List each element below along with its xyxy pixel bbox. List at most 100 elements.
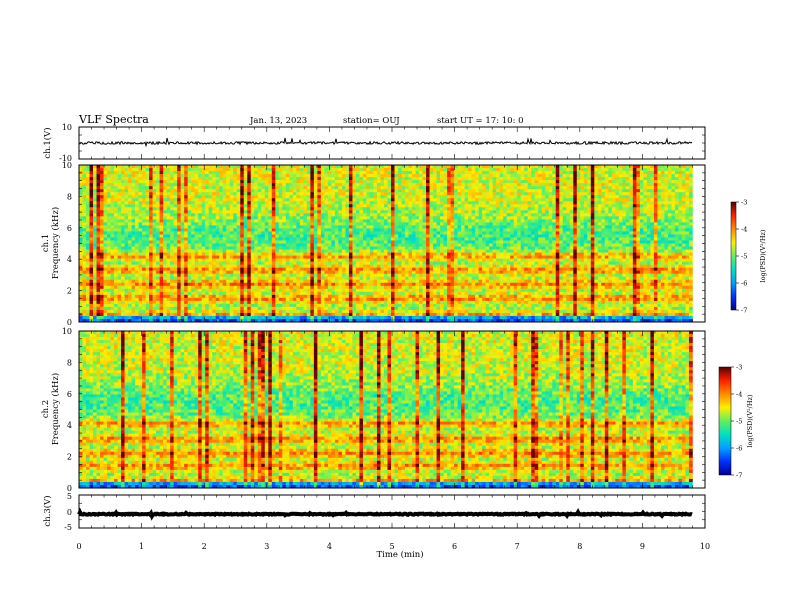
spectrogram-cell (359, 306, 364, 311)
spectrogram-cell (359, 198, 364, 202)
spectrogram-cell (156, 252, 160, 256)
spectrogram-cell (268, 225, 273, 229)
spectrogram-cell (341, 177, 346, 181)
spectrogram-cell (103, 273, 108, 278)
spectrogram-cell (348, 222, 353, 226)
spectrogram-cell (121, 306, 125, 311)
spectrogram-cell (380, 288, 385, 293)
spectrogram-cell (359, 204, 364, 208)
spectrogram-cell (352, 258, 357, 262)
spectrogram-cell (303, 318, 308, 323)
spectrogram-cell (240, 300, 245, 305)
spectrogram-cell (345, 258, 350, 262)
spectrogram-cell (201, 168, 206, 172)
spectrogram-cell (387, 282, 392, 287)
spectrogram-cell (394, 222, 399, 226)
spectrogram-cell (299, 258, 304, 262)
spectrogram-cell (341, 288, 346, 293)
spectrogram-cell (219, 249, 224, 253)
spectrogram-cell (383, 201, 388, 205)
spectrogram-cell (138, 183, 143, 187)
spectrogram-cell (278, 192, 283, 196)
spectrogram-cell (317, 309, 322, 314)
spectrogram-cell (292, 315, 297, 320)
spectrogram-cell (394, 255, 399, 259)
spectrogram-cell (177, 294, 181, 299)
spectrogram-cell (282, 318, 287, 323)
spectrogram-cell (317, 219, 322, 223)
spectrogram-cell (278, 294, 283, 299)
spectrogram-cell (180, 252, 185, 256)
spectrogram-cell (208, 273, 213, 278)
spectrogram-cell (205, 279, 210, 284)
spectrogram-cell (96, 252, 101, 256)
spectrogram-cell (401, 198, 406, 202)
spectrogram-cell (327, 273, 332, 278)
spectrogram-cell (201, 243, 206, 247)
spectrogram-cell (278, 309, 283, 314)
spectrogram-cell (117, 255, 122, 259)
spectrogram-cell (128, 297, 132, 302)
spectrogram-cell (243, 261, 248, 265)
spectrogram-cell (117, 246, 122, 250)
spectrogram-cell (261, 228, 266, 232)
spectrogram-cell (163, 264, 167, 268)
spectrogram-cell (275, 231, 280, 235)
spectrogram-cell (334, 216, 339, 220)
spectrogram-cell (159, 312, 164, 317)
spectrogram-cell (341, 222, 346, 226)
spectrogram-cell (303, 189, 308, 193)
spectrogram-cell (128, 201, 132, 205)
spectrogram-cell (201, 210, 206, 214)
spectrogram-cell (93, 252, 97, 256)
spectrogram-cell (250, 189, 255, 193)
spectrogram-cell (124, 240, 129, 244)
spectrogram-cell (366, 171, 371, 175)
spectrogram-cell (313, 288, 318, 293)
spectrogram-cell (149, 240, 153, 244)
spectrogram-cell (233, 252, 238, 256)
spectrogram-cell (121, 207, 125, 211)
spectrogram-cell (187, 204, 192, 208)
spectrogram-cell (257, 264, 262, 268)
spectrogram-cell (376, 276, 381, 281)
spectrogram-cell (187, 303, 192, 308)
spectrogram-cell (373, 264, 378, 268)
spectrogram-cell (264, 288, 269, 293)
spectrogram-cell (121, 300, 125, 305)
spectrogram-cell (331, 186, 336, 190)
spectrogram-cell (285, 258, 290, 262)
spectrogram-cell (194, 231, 199, 235)
spectrogram-cell (236, 297, 241, 302)
spectrogram-cell (93, 228, 97, 232)
spectrogram-cell (405, 207, 409, 211)
spectrogram-cell (93, 303, 97, 308)
spectrogram-cell (376, 189, 381, 193)
spectrogram-cell (296, 318, 301, 323)
spectrogram-cell (334, 273, 339, 278)
spectrogram-cell (324, 282, 329, 287)
spectrogram-cell (86, 249, 90, 253)
spectrogram-cell (383, 249, 388, 253)
spectrogram-cell (313, 315, 318, 320)
spectrogram-cell (289, 225, 294, 229)
spectrogram-cell (264, 219, 269, 223)
spectrogram-cell (114, 309, 118, 314)
spectrogram-cell (324, 216, 329, 220)
spectrogram-cell (405, 210, 409, 214)
spectrogram-cell (250, 237, 255, 241)
spectrogram-cell (135, 264, 139, 268)
spectrogram-cell (229, 318, 234, 323)
spectrogram-cell (187, 180, 192, 184)
spectrogram-cell (362, 204, 367, 208)
spectrogram-cell (236, 261, 241, 265)
spectrogram-cell (219, 240, 224, 244)
spectrogram-cell (306, 186, 311, 190)
spectrogram-cell (170, 261, 174, 265)
spectrogram-cell (121, 183, 125, 187)
spectrogram-cell (369, 210, 374, 214)
spectrogram-cell (275, 174, 280, 178)
spectrogram-cell (152, 198, 157, 202)
spectrogram-cell (338, 192, 343, 196)
spectrogram-cell (324, 192, 329, 196)
